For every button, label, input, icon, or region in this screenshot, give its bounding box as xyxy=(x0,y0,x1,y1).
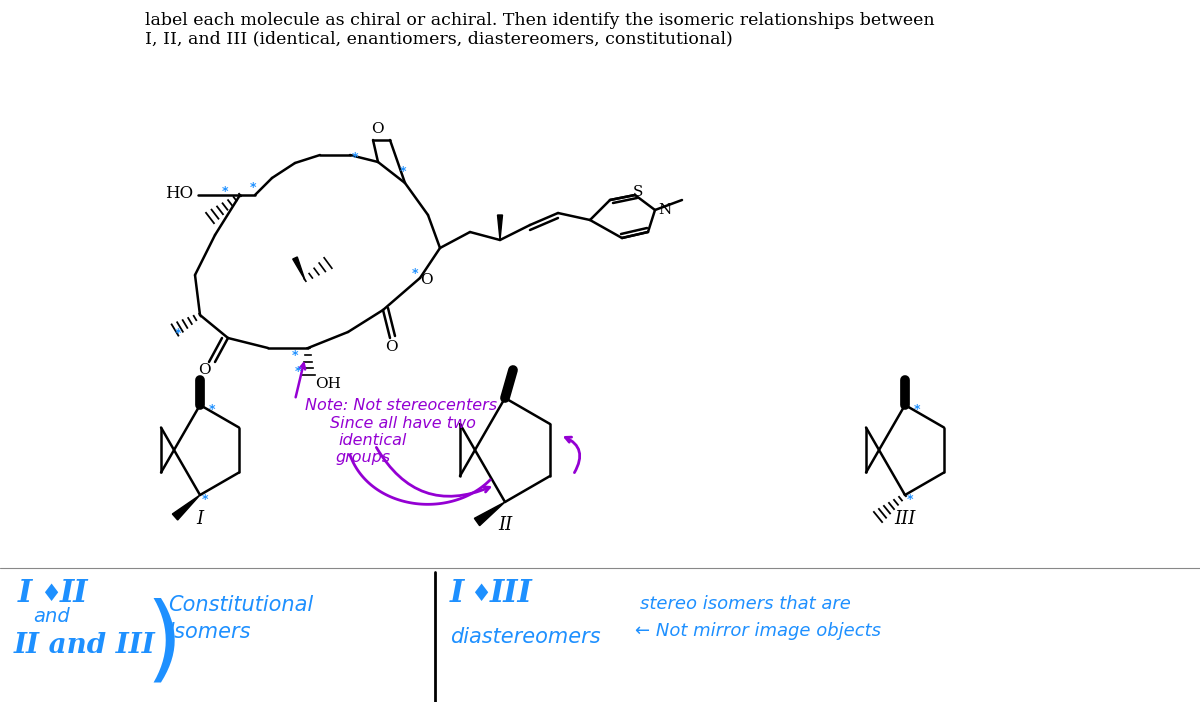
Text: I: I xyxy=(197,510,204,528)
Text: *: * xyxy=(352,150,359,164)
Text: Note: Not stereocenters: Note: Not stereocenters xyxy=(305,398,497,413)
Polygon shape xyxy=(498,215,503,240)
Text: Constitutional: Constitutional xyxy=(168,595,313,615)
Text: ← Not mirror image objects: ← Not mirror image objects xyxy=(635,622,881,640)
Text: identical: identical xyxy=(338,433,407,448)
Text: *: * xyxy=(175,326,181,340)
Text: *: * xyxy=(202,494,209,507)
Text: ♦: ♦ xyxy=(40,582,61,606)
Text: II: II xyxy=(498,516,512,534)
Text: HO: HO xyxy=(166,185,193,201)
Text: Isomers: Isomers xyxy=(168,622,251,642)
Text: *: * xyxy=(400,164,407,178)
Text: III: III xyxy=(490,578,533,609)
Text: groups: groups xyxy=(335,450,390,465)
Text: *: * xyxy=(222,185,228,197)
Text: III: III xyxy=(894,510,916,528)
Text: *: * xyxy=(295,366,301,378)
Text: O: O xyxy=(385,340,397,354)
Polygon shape xyxy=(293,257,305,280)
Text: *: * xyxy=(412,267,419,279)
Text: II and III: II and III xyxy=(14,632,156,659)
Text: OH: OH xyxy=(314,377,341,391)
Text: label each molecule as chiral or achiral. Then identify the isomeric relationshi: label each molecule as chiral or achiral… xyxy=(145,12,935,29)
Text: S: S xyxy=(632,185,643,199)
Text: *: * xyxy=(913,404,920,416)
Text: *: * xyxy=(907,494,913,507)
Text: ♦: ♦ xyxy=(470,582,491,606)
Text: *: * xyxy=(209,404,215,416)
Text: *: * xyxy=(250,182,257,194)
Text: O: O xyxy=(198,363,210,377)
Text: diastereomers: diastereomers xyxy=(450,627,601,647)
Text: I: I xyxy=(18,578,32,609)
Polygon shape xyxy=(173,495,200,520)
Text: ): ) xyxy=(145,598,182,690)
Text: stereo isomers that are: stereo isomers that are xyxy=(640,595,851,613)
Text: O: O xyxy=(420,273,433,287)
Text: Since all have two: Since all have two xyxy=(330,416,476,431)
Text: and: and xyxy=(34,607,70,626)
Text: N: N xyxy=(658,203,671,217)
Text: O: O xyxy=(371,122,383,136)
Text: I: I xyxy=(450,578,464,609)
Polygon shape xyxy=(474,502,505,526)
Text: *: * xyxy=(292,348,299,362)
Text: I, II, and III (identical, enantiomers, diastereomers, constitutional): I, II, and III (identical, enantiomers, … xyxy=(145,30,733,47)
Text: II: II xyxy=(60,578,89,609)
